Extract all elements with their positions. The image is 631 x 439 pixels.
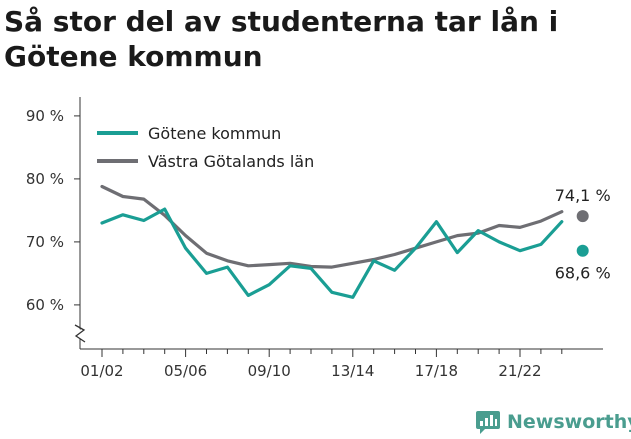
page-title: Så stor del av studenterna tar lån i Göt… [4,5,559,73]
x-tick-label: 09/10 [248,362,291,380]
series-end-point [576,244,589,257]
brand: Newsworthy [475,406,631,438]
y-tick-label: 60 % [26,296,64,314]
series-end-label: 74,1 % [555,186,611,205]
y-axis-break-gap [73,326,87,342]
legend-label: Götene kommun [148,124,281,143]
x-tick-label: 17/18 [415,362,458,380]
y-tick-label: 90 % [26,107,64,125]
brand-name: Newsworthy [507,411,631,433]
legend-label: Västra Götalands län [148,152,314,171]
series-line [100,207,564,299]
series-line [100,184,564,269]
x-tick-label: 05/06 [164,362,207,380]
y-tick-label: 70 % [26,233,64,251]
x-tick-label: 13/14 [331,362,374,380]
newsworthy-chat-chart-icon [476,411,500,434]
x-tick-label: 21/22 [498,362,541,380]
y-tick-label: 80 % [26,170,64,188]
series-end-point [576,210,589,223]
x-tick-label: 01/02 [80,362,123,380]
y-axis-break-marker [74,324,86,343]
series-end-label: 68,6 % [555,264,611,283]
